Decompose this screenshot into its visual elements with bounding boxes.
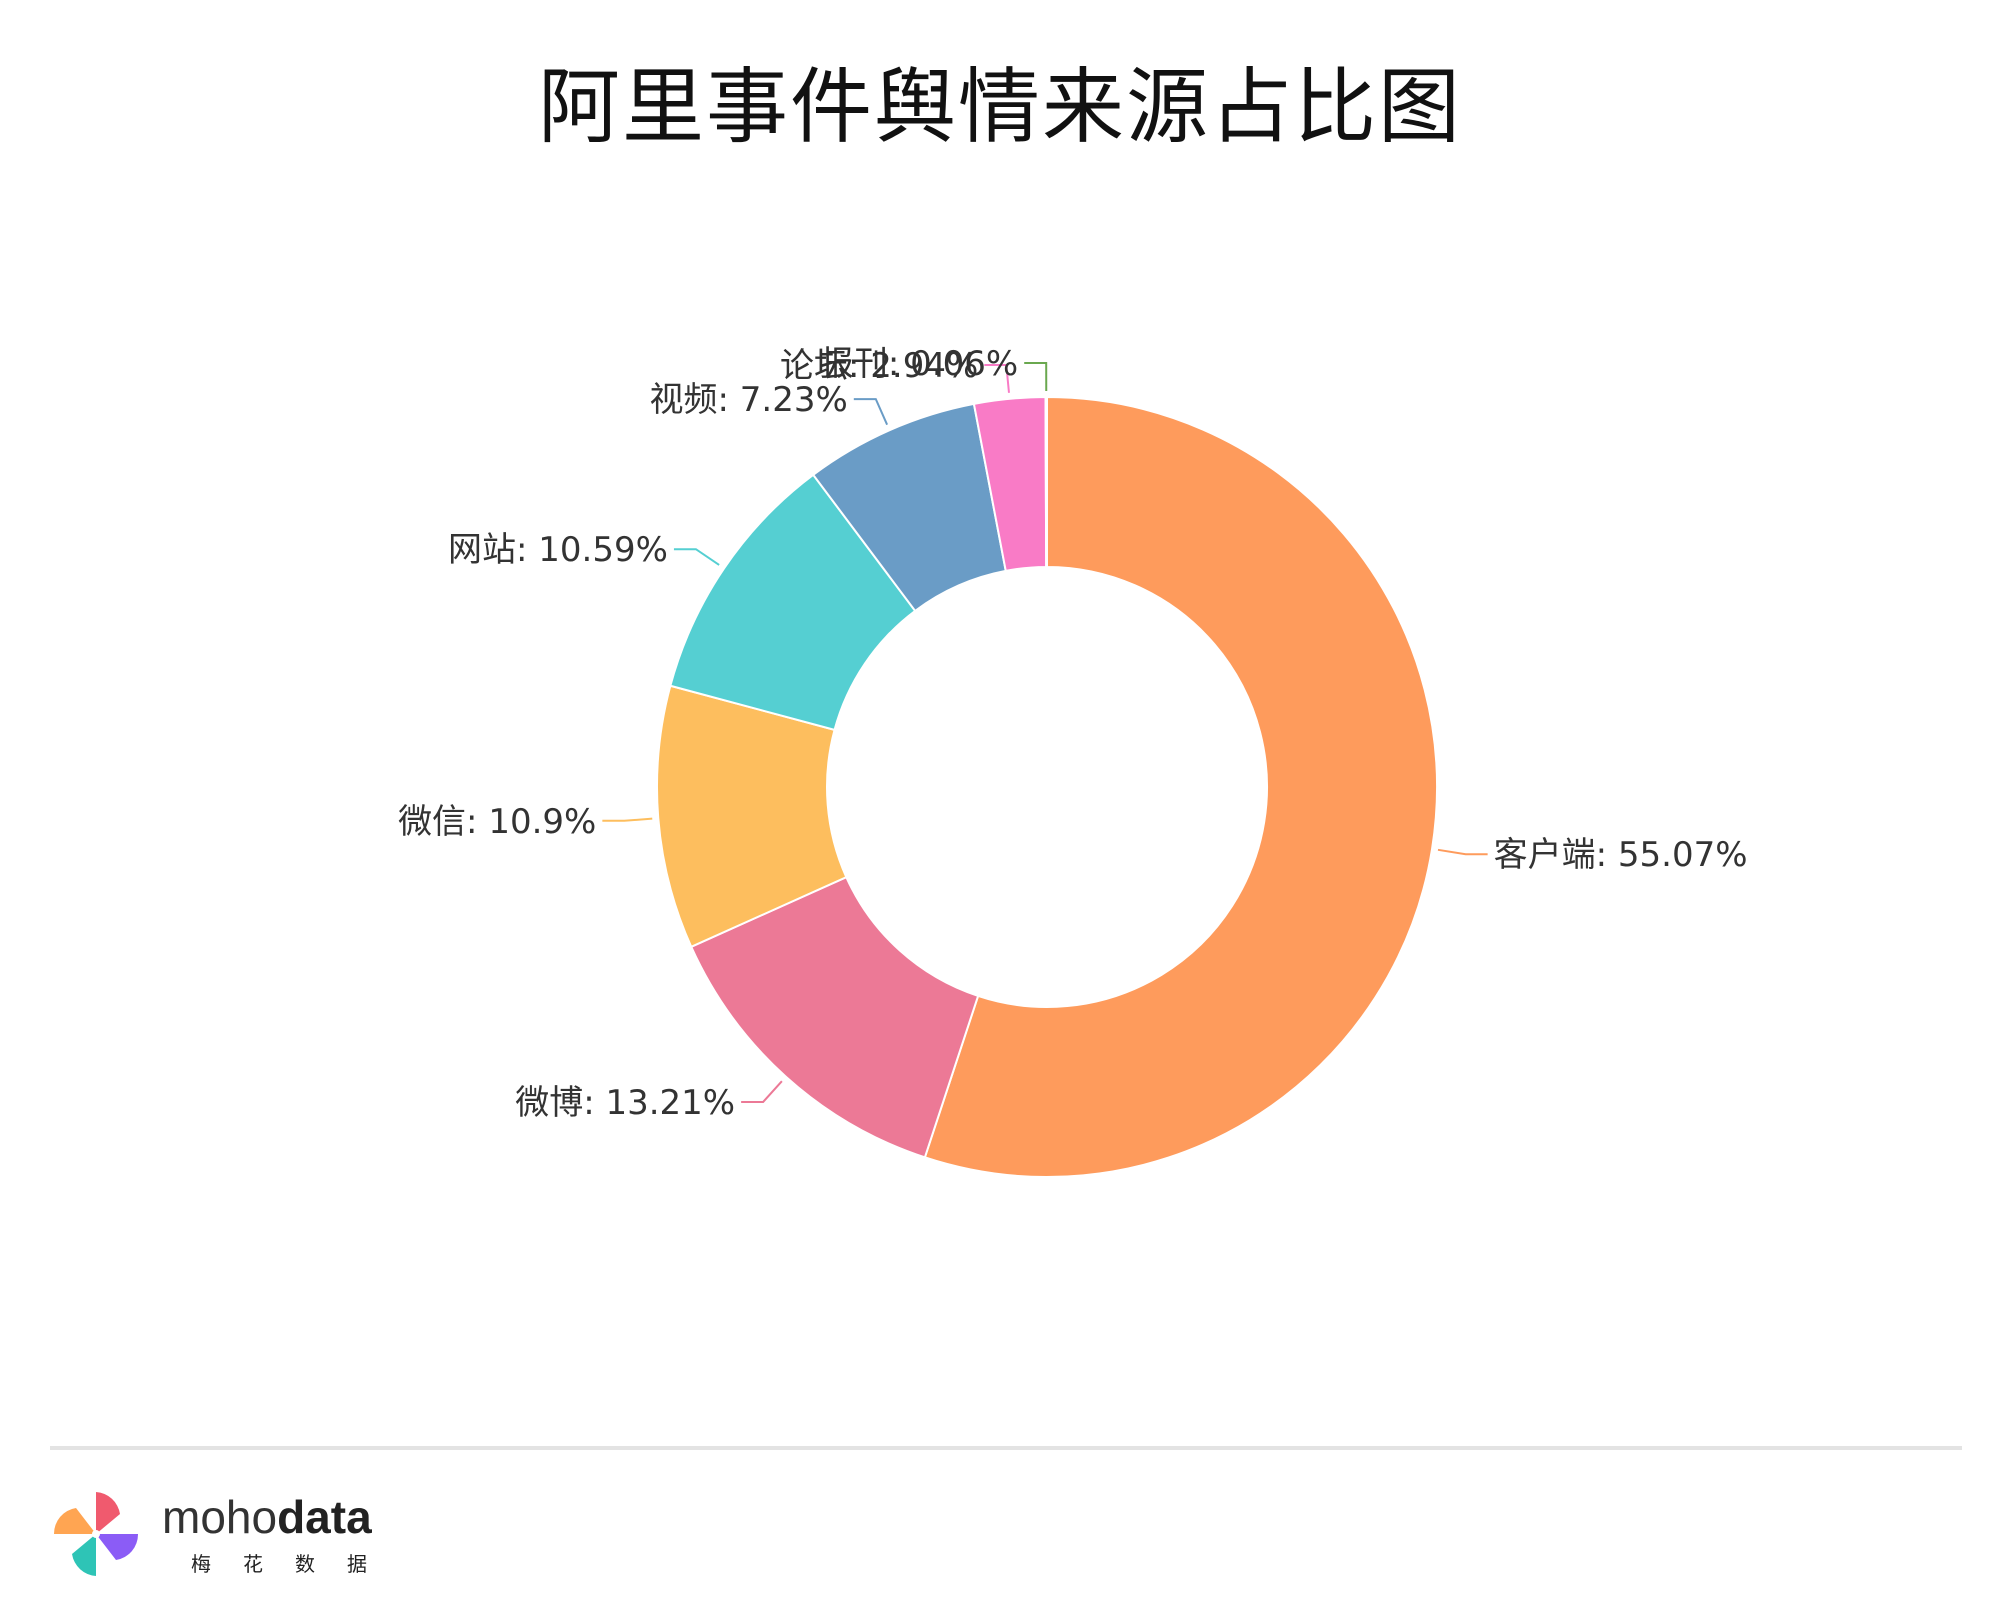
leader-line-5 [984, 363, 1010, 393]
donut-slice-6 [1044, 395, 1048, 569]
brand-logo: mohodata 梅花数据 [46, 1484, 446, 1584]
pinwheel-logo-icon [53, 1492, 139, 1576]
leader-line-3 [673, 548, 720, 566]
donut-slice-0 [923, 395, 1438, 1178]
slice-label-6: 报刊: 0.06% [820, 344, 1018, 384]
leader-line-4 [853, 398, 889, 426]
slice-label-1: 微博: 13.21% [515, 1083, 735, 1123]
slice-label-4: 视频: 7.23% [650, 380, 848, 420]
leader-line-6 [1024, 362, 1048, 392]
slice-label-0: 客户端: 55.07% [1494, 835, 1748, 875]
brand-wordmark-light: moho [162, 1491, 278, 1543]
footer-divider [50, 1446, 1962, 1450]
brand-subtitle: 梅花数据 [191, 1552, 399, 1576]
leader-line-2 [602, 817, 653, 822]
slice-label-2: 微信: 10.9% [398, 802, 596, 842]
donut-slice-1 [689, 875, 980, 1159]
brand-wordmark: mohodata [162, 1490, 372, 1544]
leader-line-1 [741, 1080, 783, 1103]
leader-line-0 [1437, 848, 1488, 856]
chart-title: 阿里事件舆情来源占比图 [537, 60, 1462, 155]
brand-wordmark-bold: data [277, 1491, 372, 1543]
donut-chart: 客户端: 55.07% 微博: 13.21% 微信: 10.9% 网站: 10.59%… [398, 344, 1748, 1178]
slice-label-3: 网站: 10.59% [448, 530, 668, 570]
slice-label-5: 论坛: 2.94% [780, 346, 978, 386]
